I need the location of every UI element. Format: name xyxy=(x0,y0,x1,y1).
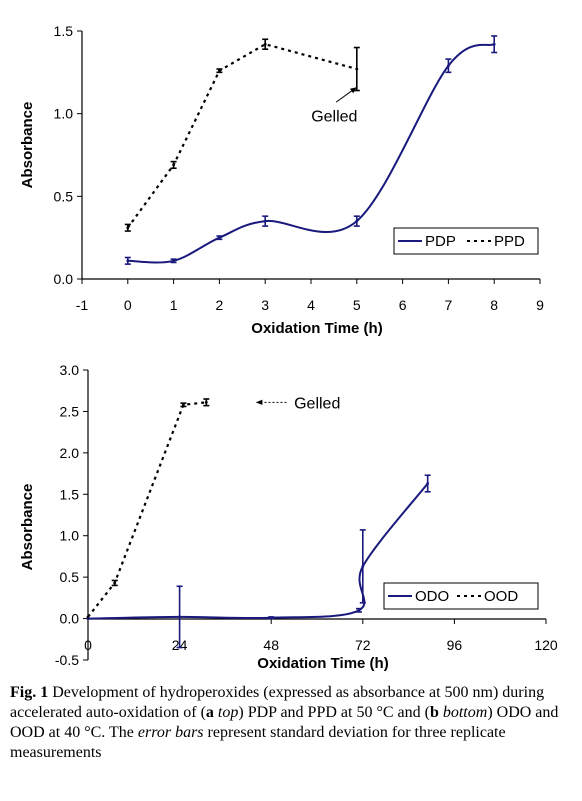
data-point xyxy=(355,67,359,71)
series-odo xyxy=(86,474,431,649)
annotation: Gelled xyxy=(255,395,340,412)
y-tick-label: 1.0 xyxy=(60,528,80,544)
caption-b: b xyxy=(429,704,439,721)
x-axis-title: Oxidation Time (h) xyxy=(257,655,388,672)
data-point xyxy=(113,581,117,585)
caption-error-bars: error bars xyxy=(137,724,204,741)
y-tick-label: 0.5 xyxy=(60,569,80,585)
legend-label-odo: ODO xyxy=(415,588,449,605)
x-tick-label: 8 xyxy=(490,297,498,313)
y-tick-label: 0.5 xyxy=(54,188,74,204)
legend-label-ppd: PPD xyxy=(494,233,525,250)
annotation-text: Gelled xyxy=(294,395,340,412)
series-line-ppd xyxy=(126,43,358,229)
data-point xyxy=(426,482,430,485)
caption-top: top xyxy=(217,704,239,721)
y-tick-label: -0.5 xyxy=(55,652,79,668)
x-tick-label: 4 xyxy=(307,297,315,313)
data-point xyxy=(361,564,365,568)
data-point xyxy=(126,226,130,230)
x-tick-label: 48 xyxy=(263,637,279,653)
data-point xyxy=(86,615,90,619)
y-tick-label: 3.0 xyxy=(60,362,80,378)
x-tick-label: 0 xyxy=(84,637,92,653)
y-axis-title: Absorbance xyxy=(19,484,36,571)
y-tick-label: 1.5 xyxy=(54,23,74,39)
legend: ODO OOD xyxy=(383,582,539,610)
annotation-text: Gelled xyxy=(311,108,357,125)
x-tick-label: 6 xyxy=(399,297,407,313)
data-point xyxy=(218,236,221,240)
x-tick-label: 72 xyxy=(355,637,371,653)
caption-fig-label: Fig. 1 xyxy=(10,684,49,701)
series-ood xyxy=(86,398,210,619)
caption-text-3: ) ODO and OOD at 40 °C. The xyxy=(10,704,559,741)
x-tick-label: 2 xyxy=(216,297,224,313)
data-point xyxy=(204,400,208,404)
chart-bottom: -0.50.00.51.01.52.02.53.00 24 48 72 96 120Oxi… xyxy=(19,362,558,672)
data-point xyxy=(126,259,130,263)
x-tick-label: -1 xyxy=(76,297,89,313)
legend-label-ood: OOD xyxy=(484,588,518,605)
y-tick-label: 2.0 xyxy=(60,445,80,461)
series-ppd xyxy=(124,38,360,232)
series-line-ood xyxy=(87,401,207,618)
y-tick-label: 1.0 xyxy=(54,106,74,122)
x-tick-label: 96 xyxy=(447,637,463,653)
figure-caption: Fig. 1 Development of hydroperoxides (ex… xyxy=(10,683,570,763)
x-tick-label: 1 xyxy=(170,297,178,313)
legend-label-pdp: PDP xyxy=(425,233,456,250)
caption-text-4: represent standard deviation for three r… xyxy=(10,724,506,761)
x-tick-label: 9 xyxy=(536,297,544,313)
data-point xyxy=(263,219,267,223)
legend: PDP PPD xyxy=(393,227,539,255)
data-point xyxy=(172,259,176,263)
data-point xyxy=(492,42,496,46)
chart-top: 0.0 0.5 1.0 1.5 -1 0 1 2 3 4 5 6 7 8 9 Oxidation Time (… xyxy=(19,23,544,337)
annotation-arrowhead xyxy=(349,87,357,94)
x-tick-label: 5 xyxy=(353,297,361,313)
caption-text-1: Development of hydroperoxides (expressed… xyxy=(10,684,545,721)
data-point xyxy=(357,608,361,612)
y-tick-label: 1.5 xyxy=(60,486,80,502)
y-tick-label: 2.5 xyxy=(60,403,80,419)
x-tick-label: 3 xyxy=(261,297,269,313)
data-point xyxy=(218,69,221,73)
caption-a: a xyxy=(205,704,214,721)
annotation-arrowhead xyxy=(255,399,263,406)
data-point xyxy=(178,615,182,619)
y-tick-label: 0.0 xyxy=(60,611,80,627)
x-axis-title: Oxidation Time (h) xyxy=(251,320,382,337)
annotation: Gelled xyxy=(311,86,357,125)
data-point xyxy=(182,403,185,407)
data-point xyxy=(269,616,273,620)
data-point xyxy=(447,64,450,68)
caption-bottom: bottom xyxy=(442,704,488,721)
x-tick-label: 0 xyxy=(124,297,132,313)
x-tick-label: 7 xyxy=(445,297,453,313)
y-axis-title: Absorbance xyxy=(19,102,36,189)
caption-text-2: ) PDP and PPD at 50 °C and ( xyxy=(238,704,430,721)
series-pdp xyxy=(124,35,498,265)
series-line-odo xyxy=(87,482,429,620)
y-tick-label: 0.0 xyxy=(54,271,74,287)
x-tick-label: 120 xyxy=(534,637,558,653)
data-point xyxy=(263,42,267,46)
data-point xyxy=(355,219,359,223)
data-point xyxy=(172,163,176,167)
